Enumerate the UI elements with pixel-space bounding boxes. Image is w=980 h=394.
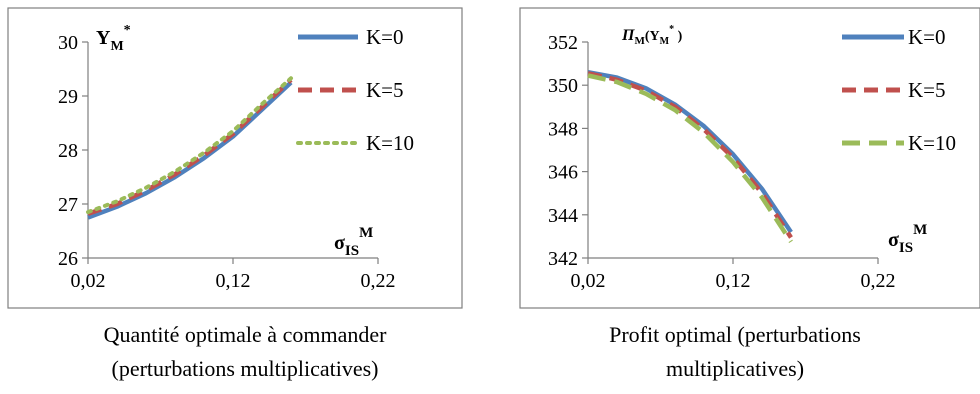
y-tick-label: 344 [548, 205, 578, 227]
y-tick-label: 27 [58, 194, 78, 216]
x-tick-label: 0,12 [716, 270, 751, 292]
chart-quantity: 26 27 28 29 30 0,02 0,12 0,22 K=0 K=5 K=10 YM* σISM [7, 7, 463, 309]
series-line-k10 [86, 76, 293, 215]
x-tick-label: 0,22 [361, 270, 396, 292]
y-tick-label: 30 [58, 32, 78, 54]
y-tick-label: 350 [548, 75, 578, 97]
y-tick-label: 348 [548, 118, 578, 140]
chart-panel-quantity: 26 27 28 29 30 0,02 0,12 0,22 K=0 K=5 K=10 YM* σISM … [0, 7, 490, 386]
y-tick-label: 346 [548, 162, 578, 184]
y-axis-label: YM* [96, 23, 131, 54]
legend-label: K=5 [366, 78, 404, 102]
series-line-k5 [587, 71, 793, 239]
caption-line-2: multiplicatives) [665, 356, 805, 381]
legend-label: K=10 [366, 131, 414, 155]
y-tick-label: 342 [548, 248, 578, 270]
y-axis-label: ΠM(YM* ) [621, 24, 683, 47]
legend-label: K=0 [366, 25, 404, 49]
caption-line-1: Quantité optimale à commander [103, 322, 387, 347]
chart-frame [7, 7, 463, 309]
series-line-k0 [87, 80, 293, 220]
x-axis-label: σISM [334, 225, 373, 259]
x-tick-label: 0,02 [571, 270, 606, 292]
chart-profit: 342 344 346 348 350 352 0,02 0,12 0,22 K=0 K=5 K=10… [519, 7, 980, 309]
chart-panel-profit: 342 344 346 348 350 352 0,02 0,12 0,22 K=0 K=5 K=10… [490, 0, 980, 394]
legend-label: K=10 [908, 131, 956, 155]
caption-line-2: (perturbations multiplicatives) [111, 356, 379, 381]
series-line-k0 [587, 69, 793, 234]
x-tick-label: 0,22 [861, 270, 896, 292]
series-line-k5 [87, 78, 293, 216]
series-line-k10 [587, 73, 793, 244]
caption-line-1: Profit optimal (perturbations [609, 322, 861, 347]
x-tick-label: 0,02 [71, 270, 106, 292]
x-axis-label: σISM [888, 222, 927, 256]
y-tick-label: 26 [58, 248, 78, 270]
chart-frame [519, 7, 980, 309]
y-tick-label: 28 [58, 140, 78, 162]
caption-profit: Profit optimal (perturbations multiplica… [490, 318, 980, 386]
legend-label: K=0 [908, 25, 946, 49]
x-tick-label: 0,12 [216, 270, 251, 292]
y-tick-label: 352 [548, 32, 578, 54]
caption-quantity: Quantité optimale à commander (perturbat… [0, 318, 490, 386]
y-tick-label: 29 [58, 86, 78, 108]
legend-label: K=5 [908, 78, 946, 102]
